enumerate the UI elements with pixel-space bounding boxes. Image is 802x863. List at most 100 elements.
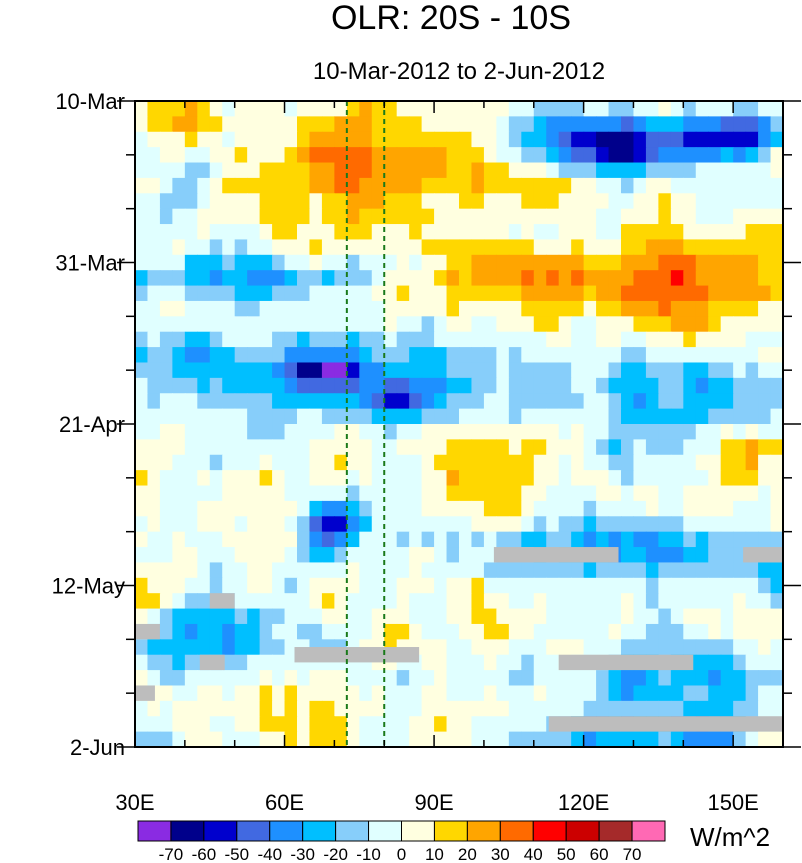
field-cell [135, 347, 149, 364]
field-cell [184, 408, 198, 425]
field-cell [483, 147, 497, 164]
field-cell [259, 547, 273, 564]
field-cell [459, 716, 473, 733]
field-cell [658, 116, 672, 133]
field-cell [172, 101, 186, 117]
field-cell [645, 547, 659, 564]
field-cell [446, 285, 460, 302]
field-cell [658, 608, 672, 625]
field-cell [459, 439, 473, 456]
field-cell [720, 562, 734, 579]
field-cell [533, 516, 547, 533]
field-cell [297, 424, 311, 440]
field-cell [483, 731, 497, 748]
field-cell [708, 654, 722, 671]
field-cell [172, 577, 186, 594]
field-cell [234, 608, 248, 625]
field-cell [234, 347, 248, 364]
field-cell [471, 685, 485, 702]
field-cell [546, 393, 560, 410]
field-cell [521, 685, 535, 702]
field-cell [558, 101, 572, 117]
field-cell [571, 700, 585, 717]
field-cell [434, 408, 448, 425]
field-cell [272, 485, 286, 502]
field-cell [147, 516, 161, 533]
field-cell [471, 562, 485, 579]
field-cell [396, 331, 410, 348]
field-cell [496, 239, 510, 256]
field-cell [695, 500, 709, 517]
x-tick-label: 60E [265, 790, 304, 815]
field-cell [471, 731, 485, 748]
field-cell [708, 147, 722, 164]
field-cell [496, 485, 510, 502]
field-cell [421, 362, 435, 379]
field-cell [197, 177, 211, 194]
field-cell [222, 500, 236, 517]
field-cell [346, 454, 360, 471]
field-cell [571, 285, 585, 302]
field-cell [197, 254, 211, 271]
field-cell [621, 408, 635, 425]
field-cell [770, 377, 784, 394]
field-cell [135, 285, 149, 302]
missing-data-layer [135, 547, 783, 732]
field-cell [483, 577, 497, 594]
field-cell [496, 408, 510, 425]
field-cell [135, 316, 149, 333]
colorbar-level-label: -30 [290, 845, 315, 863]
field-cell [571, 347, 585, 364]
field-cell [459, 577, 473, 594]
field-cell [770, 147, 784, 164]
field-cell [371, 593, 385, 610]
field-cell [147, 593, 161, 610]
field-cell [247, 147, 261, 164]
field-cell [184, 454, 198, 471]
field-cell [209, 562, 223, 579]
field-cell [583, 670, 597, 687]
field-cell [396, 716, 410, 733]
field-cell [135, 593, 149, 610]
field-cell [645, 670, 659, 687]
field-cell [421, 700, 435, 717]
field-cell [259, 285, 273, 302]
field-cell [159, 562, 173, 579]
field-cell [471, 608, 485, 625]
field-cell [670, 485, 684, 502]
field-cell [633, 731, 647, 748]
field-cell [247, 470, 261, 487]
field-cell [247, 377, 261, 394]
field-cell [346, 377, 360, 394]
field-cell [297, 562, 311, 579]
field-cell [483, 239, 497, 256]
field-cell [334, 408, 348, 425]
field-cell [459, 208, 473, 225]
field-cell [521, 177, 535, 194]
field-cell [434, 577, 448, 594]
field-cell [633, 424, 647, 440]
field-cell [272, 562, 286, 579]
field-cell [346, 193, 360, 210]
field-cell [309, 470, 323, 487]
field-cell [297, 593, 311, 610]
field-cell [645, 731, 659, 748]
field-cell [670, 393, 684, 410]
field-cell [496, 147, 510, 164]
field-cell [720, 500, 734, 517]
field-cell [135, 377, 149, 394]
field-cell [334, 731, 348, 748]
field-cell [384, 224, 398, 241]
field-cell [683, 377, 697, 394]
field-cell [396, 731, 410, 748]
field-cell [159, 208, 173, 225]
field-cell [633, 485, 647, 502]
field-cell [758, 147, 772, 164]
field-cell [683, 208, 697, 225]
field-cell [496, 670, 510, 687]
field-cell [334, 270, 348, 287]
field-cell [683, 101, 697, 117]
field-cell [409, 562, 423, 579]
field-cell [695, 224, 709, 241]
field-cell [147, 239, 161, 256]
